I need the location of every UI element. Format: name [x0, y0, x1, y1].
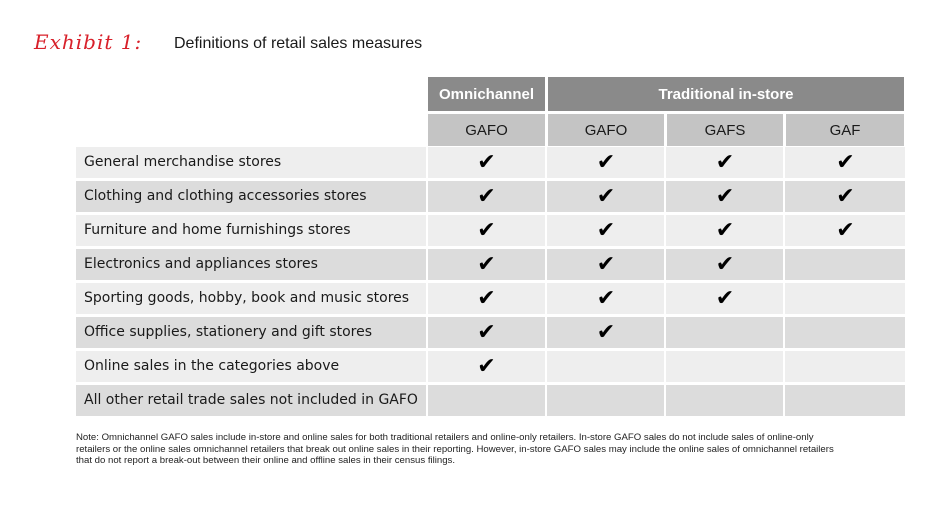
checkmark-icon: ✔: [715, 252, 735, 277]
column-header-gafs: GAFS: [667, 114, 783, 146]
column-divider: [783, 283, 785, 314]
checkmark-icon: ✔: [596, 150, 616, 175]
exhibit-title: Definitions of retail sales measures: [174, 35, 423, 52]
checkmark-icon: ✔: [715, 286, 735, 311]
row-label: Online sales in the categories above: [84, 358, 340, 374]
column-divider: [545, 283, 547, 314]
checkmark-icon: ✔: [477, 184, 496, 209]
column-divider: [426, 249, 428, 280]
checkmark-icon: ✔: [477, 354, 496, 379]
column-divider: [783, 249, 785, 280]
column-divider: [545, 181, 547, 212]
column-header-instore-gafo: GAFO: [548, 114, 664, 146]
table-row: General merchandise stores ✔ ✔ ✔ ✔: [76, 147, 905, 178]
column-divider: [783, 385, 785, 416]
table-row: Furniture and home furnishings stores ✔ ✔ ✔…: [76, 215, 905, 246]
empty-cell: [548, 351, 664, 382]
checkmark-icon: ✔: [596, 286, 616, 311]
column-divider: [426, 385, 428, 416]
checkmark-icon: ✔: [836, 184, 855, 209]
column-divider: [426, 283, 428, 314]
empty-cell: [428, 385, 545, 416]
empty-cell: [786, 351, 905, 382]
column-divider: [783, 351, 785, 382]
checkmark-icon: ✔: [596, 184, 616, 209]
column-divider: [664, 317, 666, 348]
checkmark-icon: ✔: [836, 150, 855, 175]
footnote: Note: Omnichannel GAFO sales include in-…: [76, 432, 834, 466]
definitions-table: General merchandise stores ✔ ✔ ✔ ✔ Clothing a…: [76, 147, 905, 419]
group-header-omnichannel: Omnichannel: [428, 77, 545, 111]
empty-cell: [667, 317, 783, 348]
row-label: Sporting goods, hobby, book and music st…: [84, 290, 410, 306]
column-divider: [664, 181, 666, 212]
checkmark-icon: ✔: [477, 320, 496, 345]
checkmark-icon: ✔: [715, 184, 735, 209]
table-row: Office supplies, stationery and gift sto…: [76, 317, 905, 348]
table-row: Clothing and clothing accessories stores…: [76, 181, 905, 212]
column-header-gaf: GAF: [786, 114, 904, 146]
column-divider: [545, 249, 547, 280]
column-divider: [545, 317, 547, 348]
checkmark-icon: ✔: [477, 286, 496, 311]
row-label: Clothing and clothing accessories stores: [84, 188, 367, 204]
empty-cell: [786, 385, 905, 416]
exhibit-label: Exhibit 1:: [34, 30, 143, 54]
row-label: General merchandise stores: [84, 154, 282, 170]
column-divider: [783, 147, 785, 178]
column-divider: [426, 181, 428, 212]
empty-cell: [667, 385, 783, 416]
column-divider: [426, 317, 428, 348]
column-divider: [664, 249, 666, 280]
empty-cell: [786, 249, 905, 280]
empty-cell: [786, 317, 905, 348]
column-divider: [426, 351, 428, 382]
empty-cell: [667, 351, 783, 382]
column-header-omnichannel-gafo: GAFO: [428, 114, 545, 146]
row-label: Office supplies, stationery and gift sto…: [84, 324, 373, 340]
checkmark-icon: ✔: [836, 218, 855, 243]
checkmark-icon: ✔: [596, 252, 616, 277]
column-divider: [664, 283, 666, 314]
column-divider: [664, 351, 666, 382]
checkmark-icon: ✔: [715, 218, 735, 243]
column-divider: [664, 385, 666, 416]
column-divider: [545, 385, 547, 416]
empty-cell: [548, 385, 664, 416]
row-label: Furniture and home furnishings stores: [84, 222, 351, 238]
table-row: Electronics and appliances stores ✔ ✔ ✔: [76, 249, 905, 280]
group-header-traditional-in-store: Traditional in-store: [548, 77, 904, 111]
checkmark-icon: ✔: [715, 150, 735, 175]
row-label: Electronics and appliances stores: [84, 256, 318, 272]
column-divider: [426, 147, 428, 178]
column-divider: [426, 215, 428, 246]
column-divider: [783, 181, 785, 212]
checkmark-icon: ✔: [596, 218, 616, 243]
table-row: Online sales in the categories above ✔: [76, 351, 905, 382]
column-divider: [545, 215, 547, 246]
column-divider: [664, 147, 666, 178]
column-divider: [783, 215, 785, 246]
checkmark-icon: ✔: [477, 252, 496, 277]
table-row: Sporting goods, hobby, book and music st…: [76, 283, 905, 314]
table-row: All other retail trade sales not include…: [76, 385, 905, 416]
empty-cell: [786, 283, 905, 314]
column-divider: [545, 351, 547, 382]
column-divider: [664, 215, 666, 246]
column-divider: [545, 147, 547, 178]
row-label: All other retail trade sales not include…: [84, 392, 418, 408]
column-divider: [783, 317, 785, 348]
checkmark-icon: ✔: [477, 150, 496, 175]
checkmark-icon: ✔: [596, 320, 616, 345]
checkmark-icon: ✔: [477, 218, 496, 243]
